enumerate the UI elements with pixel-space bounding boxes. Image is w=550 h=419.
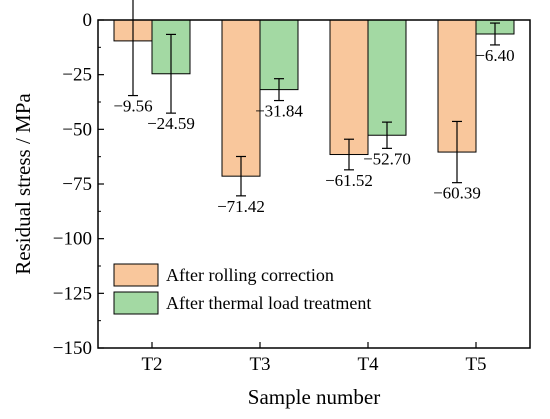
x-tick-label: T4 — [357, 354, 379, 375]
data-label: −6.40 — [475, 46, 514, 65]
x-tick-label: T3 — [249, 354, 270, 375]
x-axis-ticks: T2 T3 T4 T5 — [141, 342, 487, 375]
y-tick-label: −125 — [53, 283, 92, 304]
y-axis-title: Residual stress / MPa — [11, 93, 35, 275]
data-label: −61.52 — [325, 171, 373, 190]
data-label: −60.39 — [433, 184, 481, 203]
data-label: −24.59 — [147, 114, 195, 133]
y-tick-label: −100 — [53, 229, 92, 250]
legend-swatch-thermal — [113, 291, 159, 315]
y-tick-label: −50 — [62, 119, 92, 140]
bars-layer — [113, 19, 515, 177]
legend: After rolling correction After thermal l… — [113, 263, 371, 315]
bar — [259, 19, 299, 91]
data-labels-layer: −9.56 −71.42 −61.52 −60.39 −24.59 −31.84 −52.7… — [113, 46, 514, 216]
x-axis-title: Sample number — [248, 385, 380, 409]
bar — [221, 19, 261, 177]
y-axis-ticks: 0 −25 −50 −75 −100 −125 −150 — [53, 10, 104, 359]
data-label: −71.42 — [217, 197, 265, 216]
legend-label-rolling: After rolling correction — [166, 265, 334, 285]
y-tick-label: −75 — [62, 174, 92, 195]
data-label: −31.84 — [255, 102, 303, 121]
y-tick-label: −150 — [53, 338, 92, 359]
bar — [367, 19, 407, 136]
x-tick-label: T5 — [465, 354, 486, 375]
y-tick-label: −25 — [62, 65, 92, 86]
legend-swatch-rolling — [113, 263, 159, 287]
error-bars-layer — [128, 0, 500, 197]
legend-label-thermal: After thermal load treatment — [166, 293, 371, 313]
data-label: −9.56 — [113, 97, 152, 116]
x-tick-label: T2 — [141, 354, 162, 375]
bar — [329, 19, 369, 156]
y-tick-label: 0 — [83, 10, 93, 31]
data-label: −52.70 — [363, 149, 411, 168]
